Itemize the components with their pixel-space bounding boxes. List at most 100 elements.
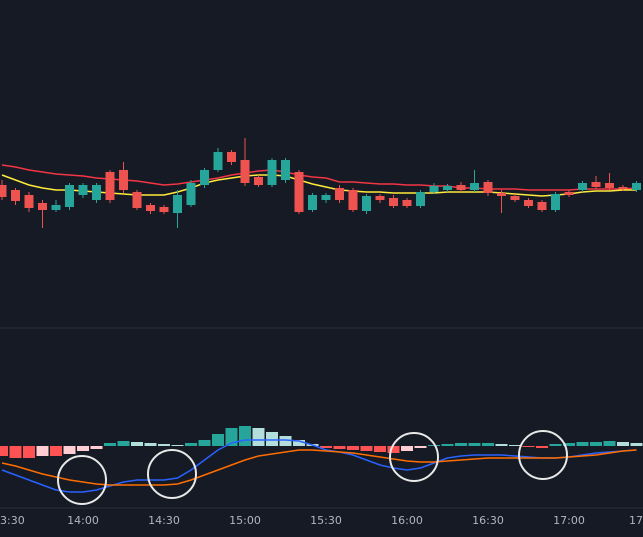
histogram-bar: [630, 443, 643, 446]
histogram-bar: [239, 426, 251, 446]
candle-body: [402, 200, 412, 206]
histogram-bar: [387, 446, 400, 453]
x-tick-label: 14:00: [67, 514, 99, 527]
candle-body: [51, 205, 61, 210]
histogram-bar: [590, 442, 602, 446]
candle-body: [389, 198, 398, 206]
candle-body: [429, 186, 439, 192]
candle-body: [618, 187, 628, 189]
histogram-bar: [117, 441, 130, 446]
candle-body: [308, 195, 317, 210]
x-tick-label: 14:30: [148, 514, 180, 527]
candle-body: [497, 193, 506, 196]
x-tick-label: 16:30: [472, 514, 504, 527]
candle-body: [38, 203, 47, 210]
histogram-bar: [185, 443, 197, 446]
histogram-bar: [158, 444, 170, 446]
histogram-bar: [549, 444, 562, 446]
histogram-bar: [536, 446, 548, 448]
histogram-bar: [441, 444, 454, 446]
histogram-bar: [414, 446, 427, 448]
histogram-bar: [90, 446, 103, 449]
candle-body: [348, 190, 358, 210]
candle-body: [173, 195, 182, 213]
candle-body: [281, 160, 290, 180]
candle-body: [294, 172, 304, 212]
x-tick-label: 17: [629, 514, 643, 527]
histogram-bar: [266, 432, 278, 446]
candle-body: [213, 152, 223, 170]
candle-body: [416, 192, 425, 206]
histogram-bar: [198, 440, 211, 446]
histogram-bar: [455, 443, 467, 446]
candle-body: [0, 185, 7, 197]
x-tick-label: 3:30: [0, 514, 25, 527]
candle-body: [186, 183, 196, 205]
candle-body: [537, 202, 547, 210]
candle-body: [119, 170, 128, 190]
histogram-bar: [495, 444, 508, 446]
histogram-bar: [509, 445, 521, 446]
candle-body: [605, 183, 614, 188]
histogram-bar: [171, 445, 184, 446]
histogram-bar: [225, 428, 238, 446]
histogram-bar: [77, 446, 89, 451]
candle-body: [321, 195, 331, 200]
candle-body: [24, 195, 34, 208]
x-tick-label: 16:00: [391, 514, 423, 527]
candle-body: [159, 207, 169, 212]
histogram-bar: [104, 443, 116, 446]
histogram-bar: [0, 446, 8, 456]
candle-body: [564, 192, 574, 195]
candle-body: [632, 183, 641, 190]
indicator-line: [1, 439, 637, 493]
candle-body: [267, 160, 277, 185]
candle-body: [11, 190, 20, 201]
x-tick-label: 15:30: [310, 514, 342, 527]
candle-body: [227, 152, 236, 162]
histogram-bar: [279, 436, 292, 446]
histogram-bar: [144, 443, 157, 446]
candle-body: [78, 185, 88, 195]
histogram-bar: [603, 441, 616, 446]
histogram-bar: [617, 442, 629, 446]
histogram-bar: [131, 442, 143, 446]
histogram-bar: [36, 446, 49, 456]
candle-body: [375, 196, 385, 200]
candle-body: [362, 196, 371, 211]
histogram-bar: [50, 446, 62, 456]
candle-body: [578, 183, 587, 190]
candle-body: [254, 177, 263, 185]
candle-body: [456, 185, 466, 190]
candle-body: [551, 194, 560, 210]
histogram-bar: [374, 446, 386, 452]
annotation-circle: [57, 455, 107, 505]
candle-body: [470, 183, 479, 190]
candle-body: [65, 185, 74, 207]
indicator-line: [1, 449, 637, 486]
histogram-bar: [360, 446, 373, 451]
candle-body: [240, 160, 250, 183]
histogram-bar: [468, 443, 481, 446]
histogram-bar: [347, 446, 359, 450]
candle-body: [146, 205, 155, 211]
x-tick-label: 15:00: [229, 514, 261, 527]
histogram-bar: [23, 446, 35, 458]
histogram-bar: [333, 446, 346, 449]
histogram-bar: [9, 446, 22, 458]
candle-body: [510, 196, 520, 200]
candle-body: [132, 192, 142, 208]
candle-body: [200, 170, 209, 185]
histogram-bar: [401, 446, 413, 451]
annotations: [57, 430, 568, 505]
histogram-bar: [482, 443, 494, 446]
histogram-bar: [320, 446, 332, 448]
candle-body: [335, 188, 344, 200]
candle-body: [443, 186, 452, 190]
candle-body: [524, 200, 533, 206]
x-tick-label: 17:00: [553, 514, 585, 527]
histogram-bar: [212, 434, 224, 446]
annotation-circle: [389, 432, 439, 482]
histogram-bar: [576, 442, 589, 446]
